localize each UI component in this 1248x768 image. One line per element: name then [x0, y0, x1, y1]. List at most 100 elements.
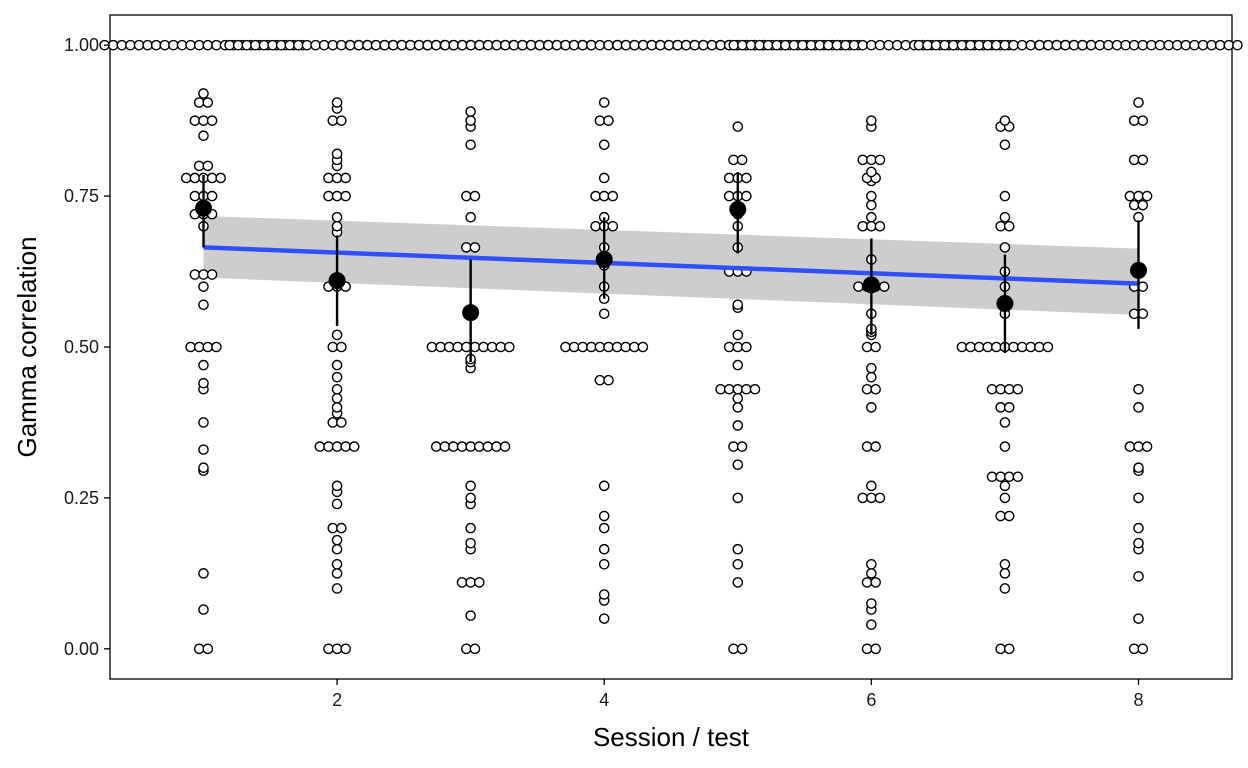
observation-point	[310, 39, 321, 51]
observation-point	[891, 39, 903, 51]
mean-point	[729, 200, 747, 218]
observation-point	[598, 543, 610, 555]
observation-point	[840, 39, 851, 51]
observation-point	[1137, 39, 1149, 51]
observation-point	[461, 242, 472, 253]
observation-point	[603, 341, 614, 353]
observation-point	[331, 172, 343, 184]
observation-point	[956, 341, 968, 353]
observation-point	[180, 172, 192, 184]
observation-point	[999, 190, 1011, 202]
mean-point	[1130, 261, 1147, 279]
observation-point	[323, 172, 334, 184]
observation-point	[456, 577, 468, 588]
observation-point	[1223, 39, 1235, 51]
mean-point	[328, 272, 346, 290]
observation-point	[1003, 402, 1015, 413]
observation-point	[508, 39, 520, 51]
observation-point	[870, 441, 881, 452]
observation-point	[995, 383, 1006, 395]
observation-point	[1012, 383, 1024, 395]
observation-point	[732, 420, 744, 431]
observation-point	[728, 39, 740, 51]
observation-point	[930, 39, 942, 51]
observation-point	[504, 341, 515, 353]
observation-point	[275, 39, 287, 51]
observation-point	[215, 172, 226, 184]
observation-point	[732, 121, 744, 132]
observation-point	[142, 39, 153, 51]
observation-point	[457, 39, 468, 51]
observation-point	[478, 341, 489, 353]
observation-point	[603, 39, 614, 51]
observation-point	[1137, 199, 1149, 211]
observation-point	[1133, 441, 1144, 452]
observation-point	[999, 211, 1011, 223]
observation-point	[314, 441, 326, 452]
observation-point	[293, 39, 304, 51]
session-means-group	[195, 171, 1147, 363]
x-tick-label: 4	[599, 690, 609, 710]
observation-point	[973, 341, 985, 353]
observation-point	[1120, 39, 1131, 51]
observation-point	[861, 383, 873, 395]
observation-point	[870, 341, 881, 353]
observation-point	[327, 522, 339, 534]
observation-point	[603, 115, 614, 126]
observation-point	[198, 568, 209, 579]
observation-point	[754, 39, 765, 51]
observation-point	[193, 341, 205, 353]
observation-point	[999, 39, 1011, 51]
observation-point	[465, 480, 476, 492]
observation-point	[870, 577, 881, 588]
observation-point	[206, 172, 218, 184]
observation-point	[741, 172, 752, 184]
observation-point	[198, 130, 209, 142]
observation-point	[331, 371, 343, 383]
observation-point	[241, 39, 253, 51]
observation-point	[1003, 383, 1015, 395]
observation-point	[331, 329, 343, 341]
observation-point	[1133, 462, 1144, 474]
observation-point	[473, 441, 485, 452]
observation-point	[853, 281, 864, 292]
observation-point	[482, 39, 494, 51]
observation-point	[732, 559, 744, 570]
observation-point	[486, 341, 498, 353]
observation-point	[1133, 402, 1144, 413]
observation-point	[749, 383, 761, 395]
observation-point	[598, 97, 610, 108]
observation-point	[995, 402, 1006, 413]
observation-point	[560, 341, 571, 353]
observation-point	[560, 39, 571, 51]
observation-point	[1163, 39, 1174, 51]
observation-point	[741, 190, 752, 202]
observation-point	[866, 492, 877, 504]
y-tick-label: 0.25	[64, 488, 99, 508]
observation-point	[198, 444, 209, 455]
observation-point	[1146, 39, 1157, 51]
observation-point	[465, 211, 476, 223]
observation-point	[116, 39, 128, 51]
observation-point	[224, 39, 235, 51]
observation-point	[1034, 341, 1045, 353]
observation-point	[991, 39, 1002, 51]
observation-point	[327, 341, 339, 353]
observation-point	[732, 329, 744, 341]
observation-point	[551, 39, 563, 51]
observation-point	[866, 402, 877, 413]
observation-point	[831, 39, 843, 51]
observation-point	[745, 39, 757, 51]
observation-point	[168, 39, 179, 51]
observation-point	[465, 106, 476, 117]
observation-point	[284, 39, 296, 51]
observation-point	[1008, 341, 1019, 353]
observation-point	[732, 383, 744, 395]
observation-point	[331, 220, 343, 232]
observation-point	[461, 190, 472, 202]
observation-point	[443, 341, 455, 353]
observation-point	[323, 643, 334, 655]
x-axis-title: Session / test	[593, 722, 750, 752]
observation-point	[331, 441, 343, 452]
